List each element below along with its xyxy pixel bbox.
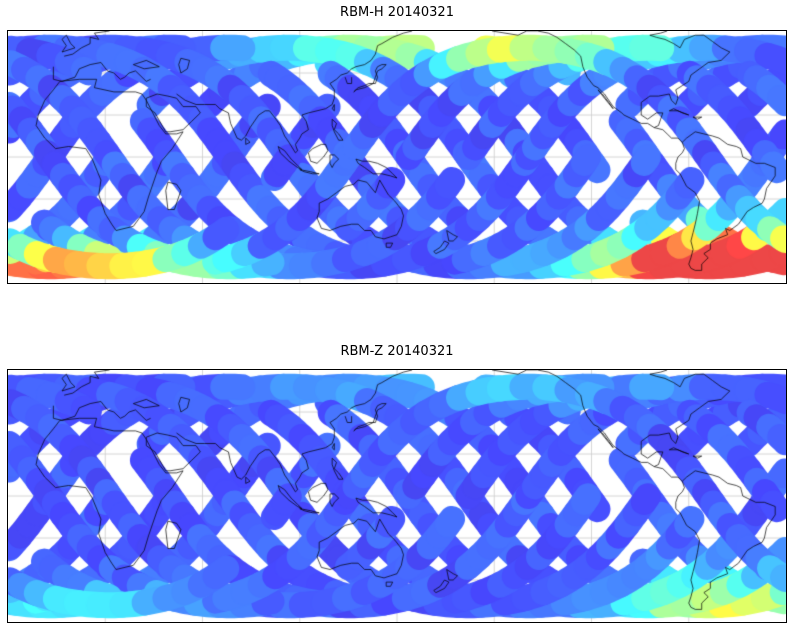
- panel-title-rbm-z: RBM-Z 20140321: [340, 344, 454, 359]
- map-rbm-z: [7, 369, 787, 623]
- panel-title-rbm-h: RBM-H 20140321: [340, 5, 454, 20]
- map-rbm-h: [7, 30, 787, 284]
